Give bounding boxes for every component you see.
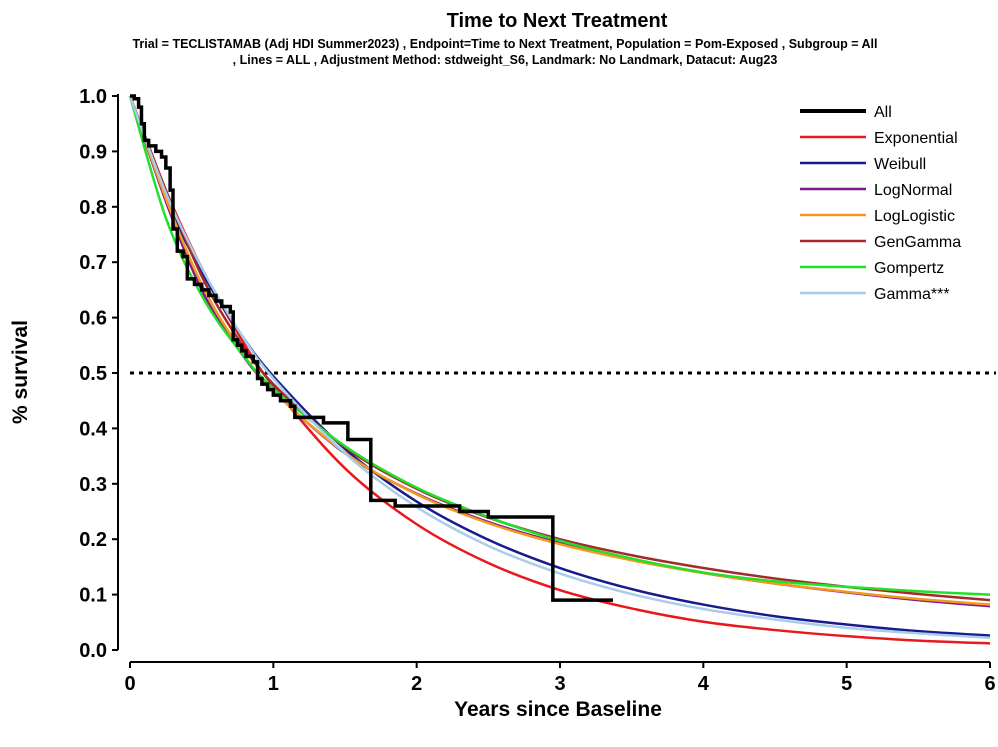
- series-line-all: [130, 94, 614, 602]
- y-tick-label: 0.9: [79, 141, 107, 163]
- series-group: [128, 94, 991, 645]
- x-axis-label: Years since Baseline: [454, 698, 662, 721]
- x-tick-label: 2: [411, 673, 422, 695]
- legend-label-weibull: Weibull: [874, 156, 926, 173]
- y-tick-label: 0.8: [79, 197, 107, 219]
- legend-label-lognormal: LogNormal: [874, 182, 952, 199]
- legend-label-gompertz: Gompertz: [874, 260, 944, 277]
- y-tick-label: 0.7: [79, 252, 107, 274]
- series-line-weibull: [128, 95, 991, 637]
- series-line-gengamma: [128, 95, 991, 602]
- y-tick-label: 0.4: [79, 418, 108, 440]
- legend-label-exponential: Exponential: [874, 130, 958, 147]
- x-tick-label: 5: [841, 673, 852, 695]
- series-line-lognormal: [128, 95, 991, 608]
- y-tick-label: 0.6: [79, 308, 107, 330]
- series-line-gamma: [128, 95, 991, 640]
- chart-subtitle-line1: Trial = TECLISTAMAB (Adj HDI Summer2023)…: [132, 37, 877, 51]
- legend-label-loglogistic: LogLogistic: [874, 208, 955, 225]
- y-tick-label: 0.3: [79, 474, 107, 496]
- y-axis-label: % survival: [9, 320, 32, 424]
- x-tick-label: 4: [698, 673, 710, 695]
- legend-label-gamma: Gamma***: [874, 286, 950, 303]
- series-line-gompertz: [128, 95, 991, 596]
- axes: 0 1 2 3 4 5 6 0.0 0.1 0.2 0.3 0.4 0.5 0.6 0.7 0.8 0.9 1.0: [79, 86, 995, 695]
- series-line-loglogistic: [128, 95, 991, 606]
- x-tick-label: 0: [124, 673, 135, 695]
- chart-title: Time to Next Treatment: [447, 10, 668, 32]
- y-tick-label: 0.1: [79, 585, 107, 607]
- legend-label-gengamma: GenGamma: [874, 234, 961, 251]
- chart-subtitle-line2: , Lines = ALL , Adjustment Method: stdwe…: [233, 53, 778, 67]
- y-tick-label: 0.5: [79, 363, 107, 385]
- y-tick-label: 0.2: [79, 529, 107, 551]
- legend: All Exponential Weibull LogNormal LogLogisti…: [800, 104, 961, 303]
- x-tick-label: 6: [984, 673, 995, 695]
- x-tick-label: 3: [554, 673, 565, 695]
- legend-label-all: All: [874, 104, 892, 121]
- x-tick-label: 1: [268, 673, 279, 695]
- y-tick-label: 0.0: [79, 640, 107, 662]
- y-tick-label: 1.0: [79, 86, 107, 108]
